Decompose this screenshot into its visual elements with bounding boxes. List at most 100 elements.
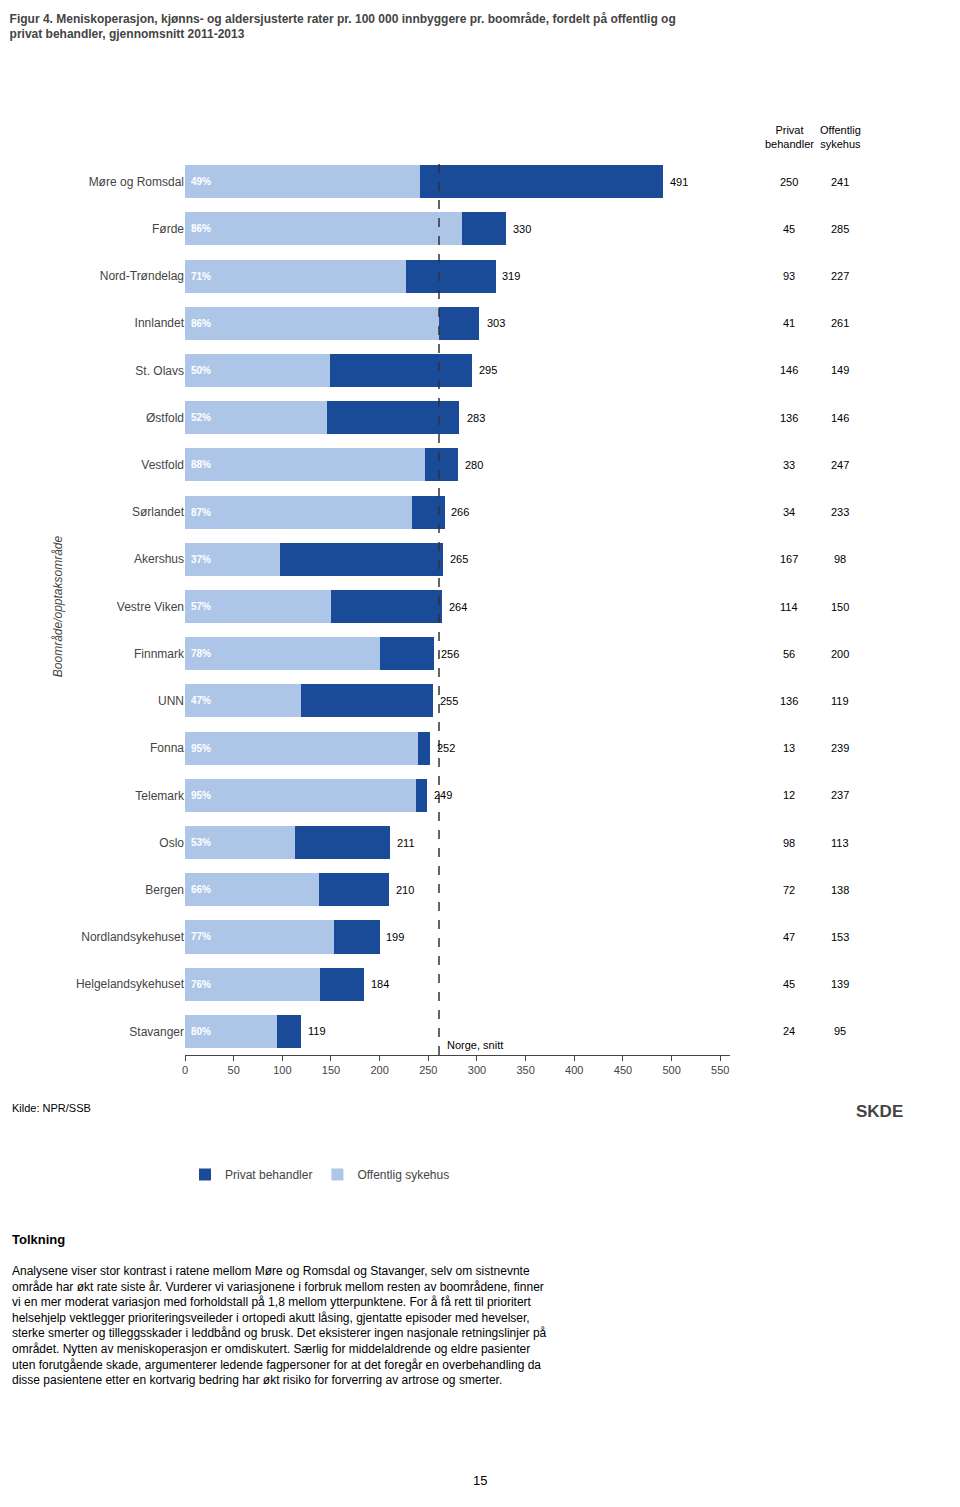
- svg-text:227: 227: [831, 270, 849, 282]
- svg-text:47: 47: [783, 931, 795, 943]
- svg-text:57%: 57%: [191, 601, 211, 612]
- svg-text:264: 264: [449, 601, 467, 613]
- svg-text:47%: 47%: [191, 695, 211, 706]
- svg-text:250: 250: [780, 176, 798, 188]
- svg-text:Møre og Romsdal: Møre og Romsdal: [89, 175, 184, 189]
- svg-text:0: 0: [182, 1064, 188, 1076]
- svg-text:Førde: Førde: [152, 222, 184, 236]
- svg-text:237: 237: [831, 789, 849, 801]
- svg-text:167: 167: [780, 553, 798, 565]
- svg-text:295: 295: [479, 364, 497, 376]
- svg-text:34: 34: [783, 506, 795, 518]
- svg-text:Boområde/opptaksområde: Boområde/opptaksområde: [51, 535, 65, 677]
- svg-text:Tolkning: Tolkning: [12, 1232, 65, 1247]
- svg-text:Østfold: Østfold: [146, 411, 184, 425]
- svg-text:184: 184: [371, 978, 389, 990]
- svg-text:Vestfold: Vestfold: [141, 458, 184, 472]
- svg-text:49%: 49%: [191, 176, 211, 187]
- svg-text:211: 211: [397, 837, 415, 849]
- svg-text:266: 266: [451, 506, 469, 518]
- svg-text:15: 15: [473, 1473, 487, 1488]
- svg-text:71%: 71%: [191, 271, 211, 282]
- svg-text:Privat behandler: Privat behandler: [225, 1168, 312, 1182]
- svg-text:Vestre Viken: Vestre Viken: [117, 600, 184, 614]
- svg-text:136: 136: [780, 412, 798, 424]
- svg-text:Nord-Trøndelag: Nord-Trøndelag: [100, 269, 184, 283]
- svg-text:45: 45: [783, 223, 795, 235]
- svg-text:Analysene viser stor kontrast: Analysene viser stor kontrast i ratene m…: [12, 1264, 547, 1387]
- svg-text:24: 24: [783, 1025, 795, 1037]
- svg-text:241: 241: [831, 176, 849, 188]
- svg-text:Privatbehandler: Privatbehandler: [765, 124, 814, 150]
- svg-text:50%: 50%: [191, 365, 211, 376]
- svg-text:303: 303: [487, 317, 505, 329]
- svg-text:265: 265: [450, 553, 468, 565]
- svg-text:Bergen: Bergen: [145, 883, 184, 897]
- svg-text:86%: 86%: [191, 318, 211, 329]
- svg-text:Offentligsykehus: Offentligsykehus: [820, 124, 861, 150]
- svg-text:77%: 77%: [191, 931, 211, 942]
- svg-text:88%: 88%: [191, 459, 211, 470]
- svg-text:72: 72: [783, 884, 795, 896]
- svg-text:Norge, snitt: Norge, snitt: [447, 1039, 503, 1051]
- svg-text:95%: 95%: [191, 790, 211, 801]
- svg-text:285: 285: [831, 223, 849, 235]
- svg-text:53%: 53%: [191, 837, 211, 848]
- svg-text:239: 239: [831, 742, 849, 754]
- svg-text:Helgelandsykehuset: Helgelandsykehuset: [76, 977, 185, 991]
- svg-text:Figur 4. Meniskoperasjon, kjøn: Figur 4. Meniskoperasjon, kjønns- og ald…: [10, 12, 676, 42]
- svg-text:350: 350: [516, 1064, 534, 1076]
- svg-text:136: 136: [780, 695, 798, 707]
- svg-text:50: 50: [228, 1064, 240, 1076]
- svg-text:146: 146: [780, 364, 798, 376]
- svg-text:Offentlig sykehus: Offentlig sykehus: [357, 1168, 449, 1182]
- svg-text:138: 138: [831, 884, 849, 896]
- svg-text:491: 491: [670, 176, 688, 188]
- svg-text:319: 319: [502, 270, 520, 282]
- svg-text:100: 100: [273, 1064, 291, 1076]
- svg-text:78%: 78%: [191, 648, 211, 659]
- svg-text:41: 41: [783, 317, 795, 329]
- svg-text:210: 210: [396, 884, 414, 896]
- svg-text:Sørlandet: Sørlandet: [132, 505, 185, 519]
- svg-text:114: 114: [780, 601, 798, 613]
- svg-text:283: 283: [467, 412, 485, 424]
- svg-text:150: 150: [831, 601, 849, 613]
- svg-text:37%: 37%: [191, 554, 211, 565]
- svg-text:199: 199: [386, 931, 404, 943]
- svg-text:Telemark: Telemark: [135, 789, 185, 803]
- svg-text:252: 252: [437, 742, 455, 754]
- svg-text:Finnmark: Finnmark: [134, 647, 185, 661]
- svg-text:119: 119: [308, 1025, 326, 1037]
- svg-text:Stavanger: Stavanger: [129, 1025, 184, 1039]
- svg-text:250: 250: [419, 1064, 437, 1076]
- svg-text:95%: 95%: [191, 743, 211, 754]
- svg-text:13: 13: [783, 742, 795, 754]
- svg-text:500: 500: [662, 1064, 680, 1076]
- svg-text:95: 95: [834, 1025, 846, 1037]
- svg-text:86%: 86%: [191, 223, 211, 234]
- svg-text:UNN: UNN: [158, 694, 184, 708]
- svg-text:Fonna: Fonna: [150, 741, 184, 755]
- svg-text:256: 256: [441, 648, 459, 660]
- svg-text:119: 119: [831, 695, 849, 707]
- svg-text:St. Olavs: St. Olavs: [135, 364, 184, 378]
- svg-text:113: 113: [831, 837, 849, 849]
- svg-text:56: 56: [783, 648, 795, 660]
- svg-text:Akershus: Akershus: [134, 552, 184, 566]
- svg-text:150: 150: [322, 1064, 340, 1076]
- svg-text:280: 280: [465, 459, 483, 471]
- svg-text:261: 261: [831, 317, 849, 329]
- svg-text:98: 98: [783, 837, 795, 849]
- svg-text:146: 146: [831, 412, 849, 424]
- svg-text:249: 249: [434, 789, 452, 801]
- svg-text:233: 233: [831, 506, 849, 518]
- svg-text:255: 255: [440, 695, 458, 707]
- svg-text:SKDE: SKDE: [856, 1102, 903, 1121]
- svg-text:200: 200: [831, 648, 849, 660]
- svg-text:52%: 52%: [191, 412, 211, 423]
- svg-text:300: 300: [468, 1064, 486, 1076]
- svg-text:12: 12: [783, 789, 795, 801]
- svg-text:98: 98: [834, 553, 846, 565]
- svg-text:139: 139: [831, 978, 849, 990]
